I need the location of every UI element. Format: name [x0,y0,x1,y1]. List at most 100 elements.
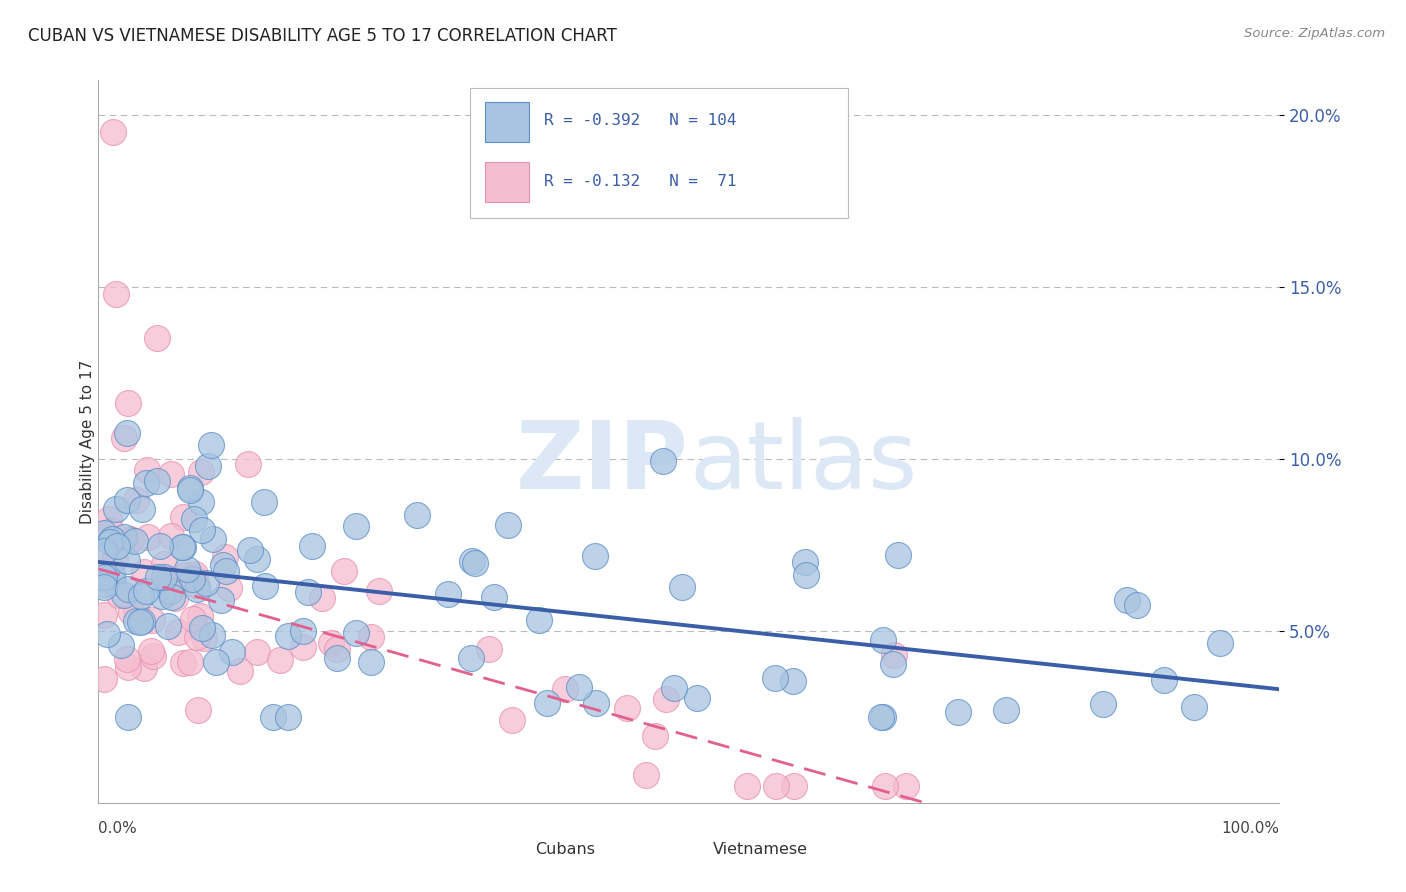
Point [995,703,1018,717]
Point [277,629,299,643]
FancyBboxPatch shape [485,102,530,142]
Point [142,648,165,663]
Point [183,612,205,626]
Point [360,655,382,669]
Point [211,558,233,573]
Point [176,562,198,576]
Point [253,579,276,593]
Point [93,525,115,540]
Point [167,625,190,640]
Point [136,530,159,544]
Point [896,779,918,793]
Point [651,454,673,468]
Point [117,652,139,666]
Point [159,573,181,587]
Point [194,576,217,591]
Point [117,710,139,724]
Point [128,615,150,629]
Point [148,570,170,584]
Point [200,437,222,451]
Point [149,540,172,554]
Point [1116,592,1139,607]
Point [186,578,208,592]
Text: R = -0.392   N = 104: R = -0.392 N = 104 [544,113,737,128]
Point [460,651,482,665]
Point [190,621,212,635]
Point [478,642,501,657]
Point [464,556,486,570]
Text: CUBAN VS VIETNAMESE DISABILITY AGE 5 TO 17 CORRELATION CHART: CUBAN VS VIETNAMESE DISABILITY AGE 5 TO … [28,27,617,45]
Y-axis label: Disability Age 5 to 17: Disability Age 5 to 17 [80,359,94,524]
FancyBboxPatch shape [485,162,530,202]
Point [135,463,157,477]
Point [197,458,219,473]
Point [165,591,187,605]
Point [201,628,224,642]
Point [326,641,349,656]
Point [105,286,128,301]
Point [1126,599,1149,613]
Point [93,607,115,622]
Point [301,539,323,553]
Point [172,541,194,555]
Point [141,613,163,627]
Point [172,509,194,524]
Point [585,696,607,710]
Point [883,648,905,662]
Point [191,523,214,537]
Point [101,125,124,139]
Point [1153,673,1175,688]
Point [193,631,215,645]
Text: 0.0%: 0.0% [98,821,138,836]
Point [253,495,276,509]
Point [105,501,128,516]
Point [183,511,205,525]
Point [406,508,429,523]
Point [93,580,115,594]
Point [188,608,211,623]
Point [344,625,367,640]
Text: 100.0%: 100.0% [1222,821,1279,836]
Point [344,519,367,533]
Point [160,467,183,482]
Point [239,543,262,558]
Point [115,426,138,441]
Point [763,671,786,685]
Point [297,584,319,599]
Point [201,532,224,546]
Point [141,644,163,658]
Point [783,779,806,793]
Point [93,577,115,591]
Point [105,539,128,553]
Point [246,645,269,659]
Point [662,681,685,695]
Point [360,630,382,644]
Point [117,396,139,410]
Point [146,331,169,345]
Point [496,518,519,533]
Point [616,700,638,714]
Point [311,591,333,606]
Point [333,564,356,578]
Text: ZIP: ZIP [516,417,689,509]
Point [214,550,236,565]
Point [187,703,209,717]
Point [96,627,118,641]
Point [156,619,179,633]
Point [160,529,183,543]
Point [115,554,138,568]
Point [135,476,157,491]
Point [245,551,267,566]
Point [436,587,458,601]
Point [98,512,121,526]
Point [134,565,156,579]
Point [221,646,243,660]
Point [872,710,894,724]
Point [112,431,135,445]
Point [152,570,174,584]
Point [735,779,758,793]
Point [269,653,291,667]
Point [277,710,299,724]
Point [172,541,194,555]
Point [112,588,135,602]
